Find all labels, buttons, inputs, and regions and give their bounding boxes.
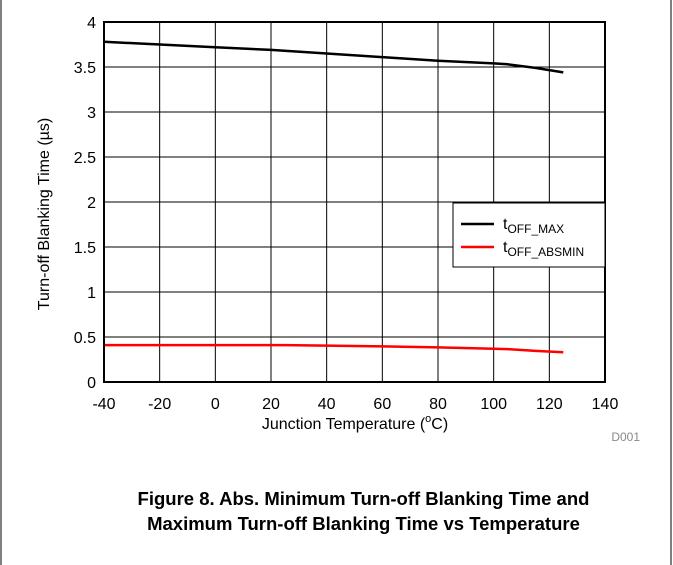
y-tick-label: 4 bbox=[87, 15, 96, 32]
plot-area-border bbox=[103, 21, 606, 383]
legend-label: tOFF_MAX bbox=[503, 216, 564, 236]
x-tick-label: 40 bbox=[318, 396, 336, 413]
x-tick-label: 20 bbox=[262, 396, 280, 413]
x-tick-label: -40 bbox=[92, 396, 115, 413]
x-tick-label: 60 bbox=[373, 396, 391, 413]
x-axis-label-main: Junction Temperature ( bbox=[262, 416, 426, 433]
tick-labels: -40 -20 0 20 40 60 80 100 120 140 0 0.5 1 1.5 2 2.5 3 3.5… bbox=[74, 15, 619, 413]
y-tick-label: 2 bbox=[87, 195, 96, 212]
x-tick-label: 100 bbox=[480, 396, 507, 413]
series-line-off-absmin bbox=[104, 343, 564, 354]
x-axis-label-tail: C) bbox=[431, 416, 448, 433]
legend-box bbox=[452, 202, 606, 268]
caption-line-2: Maximum Turn-off Blanking Time vs Temper… bbox=[147, 513, 580, 534]
legend-label-sub: OFF_ABSMIN bbox=[507, 245, 584, 259]
y-tick-label: 1.5 bbox=[74, 240, 96, 257]
series-layer bbox=[103, 40, 564, 354]
x-tick-label: -20 bbox=[148, 396, 171, 413]
x-axis-label-sup: o bbox=[425, 413, 431, 425]
y-axis-label: Turn-off Blanking Time (µs) bbox=[36, 118, 53, 310]
legend-label-sub: OFF_MAX bbox=[507, 222, 564, 236]
y-tick-label: 3 bbox=[87, 105, 96, 122]
x-tick-label: 80 bbox=[429, 396, 447, 413]
series-line-off-max bbox=[103, 40, 564, 74]
x-tick-label: 140 bbox=[592, 396, 619, 413]
y-tick-label: 0 bbox=[87, 375, 96, 392]
x-tick-label: 0 bbox=[211, 396, 220, 413]
legend-label-main: t bbox=[503, 216, 508, 233]
figure-caption: Figure 8. Abs. Minimum Turn-off Blanking… bbox=[0, 486, 673, 536]
figure-id: D001 bbox=[611, 430, 640, 444]
y-tick-label: 3.5 bbox=[74, 60, 96, 77]
caption-line-1: Figure 8. Abs. Minimum Turn-off Blanking… bbox=[137, 488, 590, 509]
y-tick-label: 2.5 bbox=[74, 150, 96, 167]
x-axis-label: Junction Temperature (oC) bbox=[262, 413, 448, 433]
y-tick-label: 1 bbox=[87, 285, 96, 302]
y-tick-label: 0.5 bbox=[74, 330, 96, 347]
x-tick-label: 120 bbox=[536, 396, 563, 413]
legend-label: tOFF_ABSMIN bbox=[503, 239, 584, 259]
grid bbox=[103, 21, 606, 383]
legend-label-main: t bbox=[503, 239, 508, 256]
